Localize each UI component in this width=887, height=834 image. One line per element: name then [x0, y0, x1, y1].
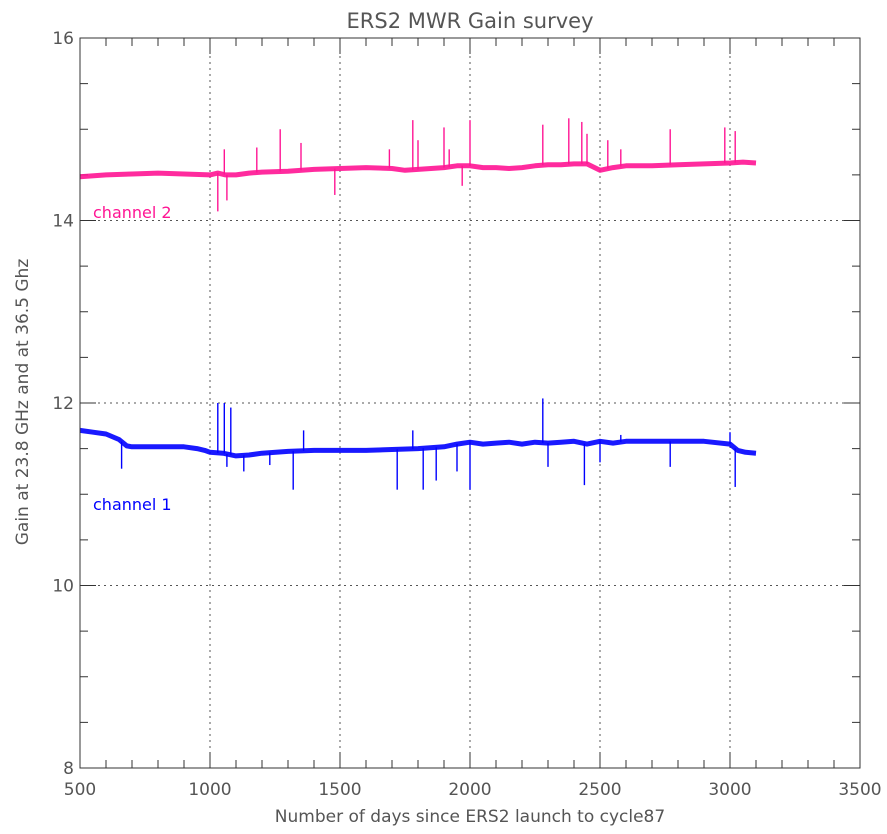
x-tick-label: 2000 — [448, 780, 491, 800]
x-tick-label: 500 — [64, 780, 96, 800]
y-tick-label: 14 — [52, 212, 74, 232]
y-axis-title: Gain at 23.8 GHz and at 36.5 Ghz — [13, 259, 33, 546]
data-series — [79, 118, 757, 490]
x-axis-title: Number of days since ERS2 launch to cycl… — [275, 807, 665, 827]
series-channel-1 — [79, 398, 757, 490]
x-tick-label: 2500 — [578, 780, 621, 800]
channel-2-label: channel 2 — [93, 203, 172, 222]
x-tick-label: 3500 — [838, 780, 881, 800]
y-tick-label: 10 — [52, 577, 74, 597]
series-line — [79, 159, 757, 180]
x-tick-label: 3000 — [708, 780, 751, 800]
axis-ticks: 500 1000 1500 2000 2500 3000 3500 8 10 12 14 16 — [52, 29, 881, 800]
x-tick-label: 1500 — [318, 780, 361, 800]
chart-title: ERS2 MWR Gain survey — [347, 9, 594, 33]
y-tick-label: 16 — [52, 29, 74, 49]
plot-frame — [79, 37, 861, 769]
y-tick-label: 8 — [63, 759, 74, 779]
x-tick-label: 1000 — [188, 780, 231, 800]
series-channel-2 — [79, 118, 757, 212]
channel-1-label: channel 1 — [93, 495, 172, 514]
series-line — [79, 427, 757, 459]
y-tick-label: 12 — [52, 394, 74, 414]
